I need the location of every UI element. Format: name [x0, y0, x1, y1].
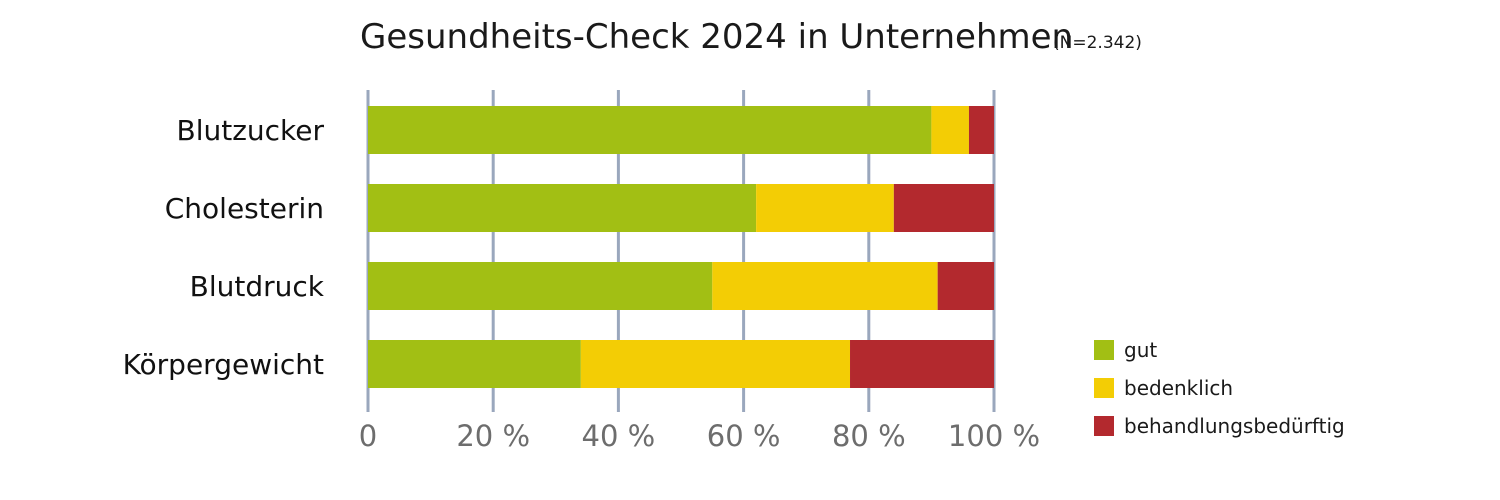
bar-cholesterin-gut — [368, 184, 757, 232]
x-tick-label: 100 % — [948, 419, 1040, 453]
legend-label: gut — [1124, 338, 1157, 362]
bar-blutzucker-behandlungsbedürftig — [968, 106, 994, 154]
bar-blutdruck-behandlungsbedürftig — [937, 262, 994, 310]
x-tick-label: 60 % — [707, 419, 781, 453]
chart-subtitle: (N=2.342) — [1053, 33, 1142, 53]
legend-swatch — [1094, 416, 1114, 436]
legend-label: behandlungsbedürftig — [1124, 414, 1345, 438]
legend-label: bedenklich — [1124, 376, 1233, 400]
bar-cholesterin-bedenklich — [756, 184, 894, 232]
bars — [368, 106, 994, 388]
x-tick-label: 80 % — [832, 419, 906, 453]
bar-blutzucker-gut — [368, 106, 932, 154]
bar-körpergewicht-bedenklich — [580, 340, 851, 388]
category-labels: Blutzucker Cholesterin Blutdruck Körpergewi… — [123, 114, 325, 381]
category-label: Körpergewicht — [123, 348, 324, 381]
x-axis-tick-labels: 0 20 % 40 % 60 % 80 % 100 % — [359, 419, 1040, 453]
x-tick-label: 40 % — [582, 419, 656, 453]
bar-körpergewicht-gut — [368, 340, 581, 388]
bar-blutdruck-bedenklich — [712, 262, 938, 310]
category-label: Cholesterin — [165, 192, 324, 225]
category-label: Blutzucker — [176, 114, 324, 147]
bar-blutdruck-gut — [368, 262, 713, 310]
x-tick-label: 20 % — [456, 419, 530, 453]
legend-swatch — [1094, 340, 1114, 360]
category-label: Blutdruck — [190, 270, 325, 303]
legend: gut bedenklich behandlungsbedürftig — [1094, 338, 1345, 438]
chart-title: Gesundheits-Check 2024 in Unternehmen — [360, 17, 1073, 57]
bar-blutzucker-bedenklich — [931, 106, 969, 154]
bar-cholesterin-behandlungsbedürftig — [893, 184, 994, 232]
x-tick-label: 0 — [359, 419, 377, 453]
bar-körpergewicht-behandlungsbedürftig — [850, 340, 994, 388]
legend-swatch — [1094, 378, 1114, 398]
